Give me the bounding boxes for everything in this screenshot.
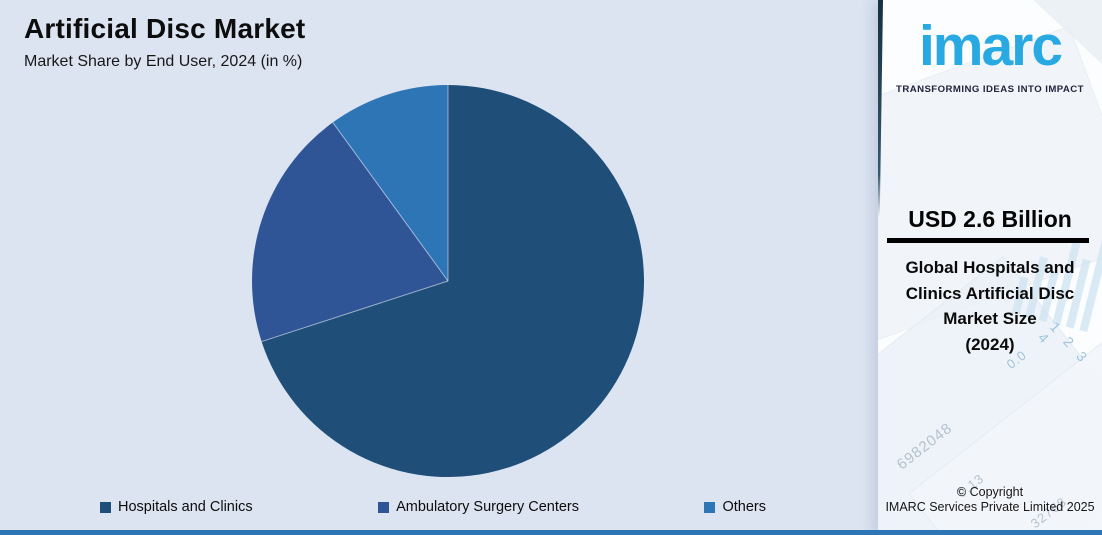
market-size-caption-text: Global Hospitals and Clinics Artificial … xyxy=(905,258,1075,328)
legend-item-hospitals-and-clinics: Hospitals and Clinics xyxy=(100,499,253,515)
page-subtitle: Market Share by End User, 2024 (in %) xyxy=(24,53,303,70)
legend-label: Ambulatory Surgery Centers xyxy=(396,499,579,515)
pie-slice-hospitals-and-clinics xyxy=(261,85,644,477)
legend-item-others: Others xyxy=(704,499,766,515)
pie-chart xyxy=(252,85,644,477)
pie-slice-ambulatory-surgery-centers xyxy=(252,122,448,342)
legend-label: Others xyxy=(722,499,766,515)
legend-marker-icon xyxy=(100,501,111,513)
watermark-number: 6982048 xyxy=(893,419,956,474)
legend-marker-icon xyxy=(704,501,716,513)
copyright-line2: IMARC Services Private Limited 2025 xyxy=(885,500,1095,514)
pie-slice-divider xyxy=(332,122,449,282)
branding-side-panel: 0.0 1 2 3 4 6982048 0.13 32768 imarc TRA… xyxy=(878,0,1102,535)
market-size-caption-year: (2024) xyxy=(965,334,1015,354)
headline-divider xyxy=(887,238,1089,243)
imarc-logo-text: imarc xyxy=(918,14,1063,78)
imarc-logo-tagline: TRANSFORMING IDEAS INTO IMPACT xyxy=(896,84,1084,95)
page-title: Artificial Disc Market xyxy=(24,13,306,44)
bottom-accent-bar xyxy=(0,530,1102,535)
copyright-line1: © Copyright xyxy=(956,485,1024,499)
legend-item-ambulatory-surgery-centers: Ambulatory Surgery Centers xyxy=(378,499,579,515)
pie-slice-others xyxy=(332,85,448,281)
chart-legend: Hospitals and Clinics Ambulatory Surgery… xyxy=(0,499,878,515)
copyright-notice: © Copyright IMARC Services Private Limit… xyxy=(878,485,1102,515)
imarc-logo: imarc TRANSFORMING IDEAS INTO IMPACT xyxy=(878,6,1102,95)
legend-label: Hospitals and Clinics xyxy=(118,499,253,515)
legend-marker-icon xyxy=(378,501,390,513)
market-size-value: USD 2.6 Billion xyxy=(908,206,1072,232)
chart-area: Artificial Disc Market Market Share by E… xyxy=(0,13,878,515)
pie-slice-divider xyxy=(261,280,449,343)
market-size-caption: Global Hospitals and Clinics Artificial … xyxy=(895,255,1085,357)
